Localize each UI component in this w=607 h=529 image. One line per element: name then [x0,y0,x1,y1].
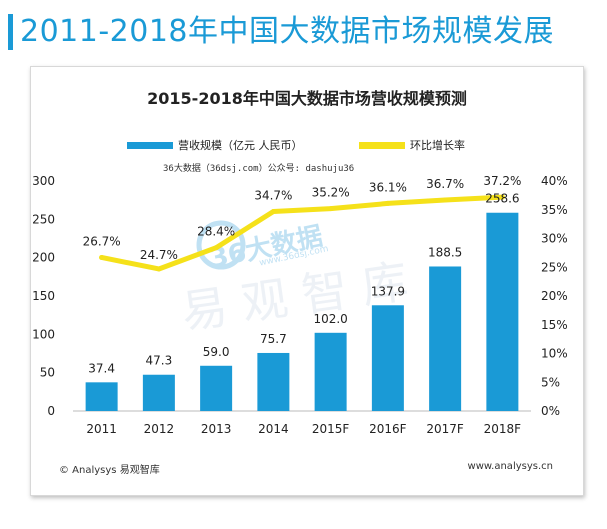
x-tick-label: 2015F [312,422,350,436]
line-value-label: 37.2% [483,174,521,188]
chart-svg: 2015-2018年中国大数据市场营收规模预测 营收规模（亿元 人民币） 环比增… [32,89,568,436]
y-left-tick-label: 300 [32,174,55,188]
legend-line-swatch [359,142,405,149]
bar-value-label: 75.7 [260,332,287,346]
y-right-tick-label: 10% [541,347,568,361]
bar-value-label: 137.9 [371,284,405,298]
bar [85,382,118,411]
chart-card: 2015-2018年中国大数据市场营收规模预测 营收规模（亿元 人民币） 环比增… [30,66,584,496]
line-value-label: 35.2% [312,186,350,200]
y-right-tick-label: 30% [541,232,568,246]
bar [371,305,404,411]
title-accent-bar [8,14,13,50]
bar [142,374,175,411]
y-left-tick-label: 100 [32,327,55,341]
x-tick-label: 2016F [369,422,407,436]
footer-url[interactable]: www.analysys.cn [467,461,553,472]
y-left-tick-label: 150 [32,289,55,303]
y-right-tick-label: 35% [541,203,568,217]
x-tick-label: 2017F [426,422,464,436]
bar-value-label: 47.3 [146,354,173,368]
line-value-label: 36.7% [426,177,464,191]
bar-value-label: 37.4 [88,361,115,375]
chart-title: 2015-2018年中国大数据市场营收规模预测 [147,89,467,108]
line-group [99,194,505,272]
growth-line [99,194,505,272]
bar [257,352,290,411]
line-point [499,194,505,200]
page-title: 2011-2018年中国大数据市场规模发展 [20,14,555,49]
x-tick-label: 2012 [144,422,175,436]
line-value-label: 28.4% [197,225,235,239]
y-right-tick-label: 0% [541,404,560,418]
y-right-tick-label: 40% [541,174,568,188]
bar [200,365,233,411]
labels-group: 37.4 47.3 59.0 75.7 102.0 137.9 188.5 258.6 26.7… [83,174,522,375]
bars-group [85,212,519,411]
line-point [99,254,105,260]
page-title-block: 2011-2018年中国大数据市场规模发展 [0,10,607,54]
y-left-tick-label: 50 [40,366,55,380]
y-right-tick-label: 15% [541,318,568,332]
bottom-strip [0,512,607,529]
x-tick-label: 2014 [258,422,289,436]
bar [314,332,347,411]
line-point [156,266,162,272]
x-tick-label: 2018F [484,422,522,436]
line-point [270,208,276,214]
x-tick-label: 2013 [201,422,232,436]
y-right-tick-label: 5% [541,375,560,389]
bar [486,212,519,411]
line-point [213,245,219,251]
line-point [328,206,334,212]
bar-value-label: 188.5 [428,245,462,259]
bar-value-label: 102.0 [313,312,347,326]
y-right-tick-label: 25% [541,260,568,274]
watermark-text: 36大数据（36dsj.com）公众号: dashuju36 [163,162,354,174]
line-point [442,197,448,203]
bar-value-label: 258.6 [485,192,519,206]
y-right-tick-label: 20% [541,289,568,303]
x-tick-label: 2011 [86,422,117,436]
y-left-tick-label: 0 [47,404,55,418]
y-left-tick-label: 200 [32,251,55,265]
legend-bar-label: 营收规模（亿元 人民币） [178,138,303,152]
y-left-tick-label: 250 [32,212,55,226]
bar-value-label: 59.0 [203,345,230,359]
legend-bar-swatch [127,142,173,149]
line-value-label: 34.7% [254,188,292,202]
legend-line-label: 环比增长率 [410,138,465,152]
line-value-label: 36.1% [369,180,407,194]
line-value-label: 24.7% [140,248,178,262]
footer-source: © Analysys 易观智库 [59,465,160,476]
line-point [385,200,391,206]
bar [429,266,462,411]
line-value-label: 26.7% [83,234,121,248]
